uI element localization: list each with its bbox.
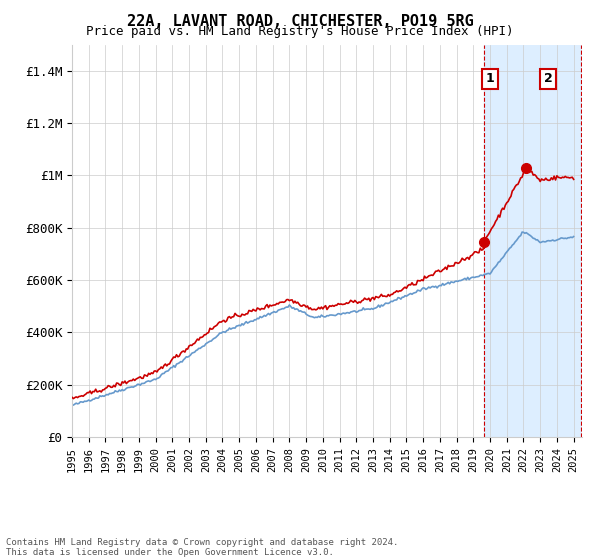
Text: Price paid vs. HM Land Registry's House Price Index (HPI): Price paid vs. HM Land Registry's House … [86,25,514,38]
Text: 1: 1 [486,72,494,85]
Text: Contains HM Land Registry data © Crown copyright and database right 2024.
This d: Contains HM Land Registry data © Crown c… [6,538,398,557]
Text: 22A, LAVANT ROAD, CHICHESTER, PO19 5RG: 22A, LAVANT ROAD, CHICHESTER, PO19 5RG [127,14,473,29]
Text: 2: 2 [544,72,553,85]
Bar [484,45,582,437]
